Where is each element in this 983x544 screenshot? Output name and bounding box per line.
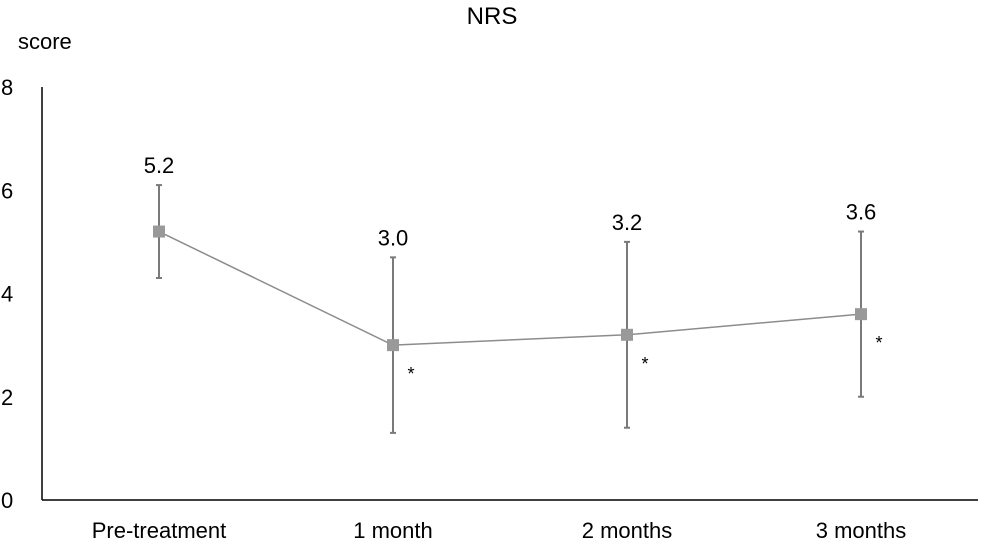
data-point-marker xyxy=(621,328,633,341)
y-tick-label: 8 xyxy=(1,75,13,100)
data-point-marker xyxy=(153,225,165,238)
series-line xyxy=(158,230,862,346)
data-point-marker xyxy=(387,339,399,352)
significance-marker: * xyxy=(407,364,414,384)
chart-title: NRS xyxy=(467,3,518,30)
y-tick-label: 2 xyxy=(1,385,13,410)
y-tick-label: 4 xyxy=(1,282,13,307)
plot-area: 0 2 4 6 8 Pre-treatment 1 month 2 months 3 month… xyxy=(1,75,906,543)
data-label: 5.2 xyxy=(144,153,175,178)
x-tick-label: Pre-treatment xyxy=(92,518,227,543)
x-tick-label: 2 months xyxy=(582,518,673,543)
data-point-marker xyxy=(855,308,867,321)
y-tick-label: 6 xyxy=(1,178,13,203)
y-axis-label: score xyxy=(18,29,72,54)
significance-marker: * xyxy=(875,333,882,353)
x-tick-label: 1 month xyxy=(353,518,433,543)
data-label: 3.2 xyxy=(612,210,643,235)
data-label: 3.0 xyxy=(378,225,409,250)
significance-marker: * xyxy=(641,354,648,374)
data-label: 3.6 xyxy=(846,200,877,225)
y-tick-label: 0 xyxy=(1,488,13,513)
x-tick-label: 3 months xyxy=(816,518,907,543)
